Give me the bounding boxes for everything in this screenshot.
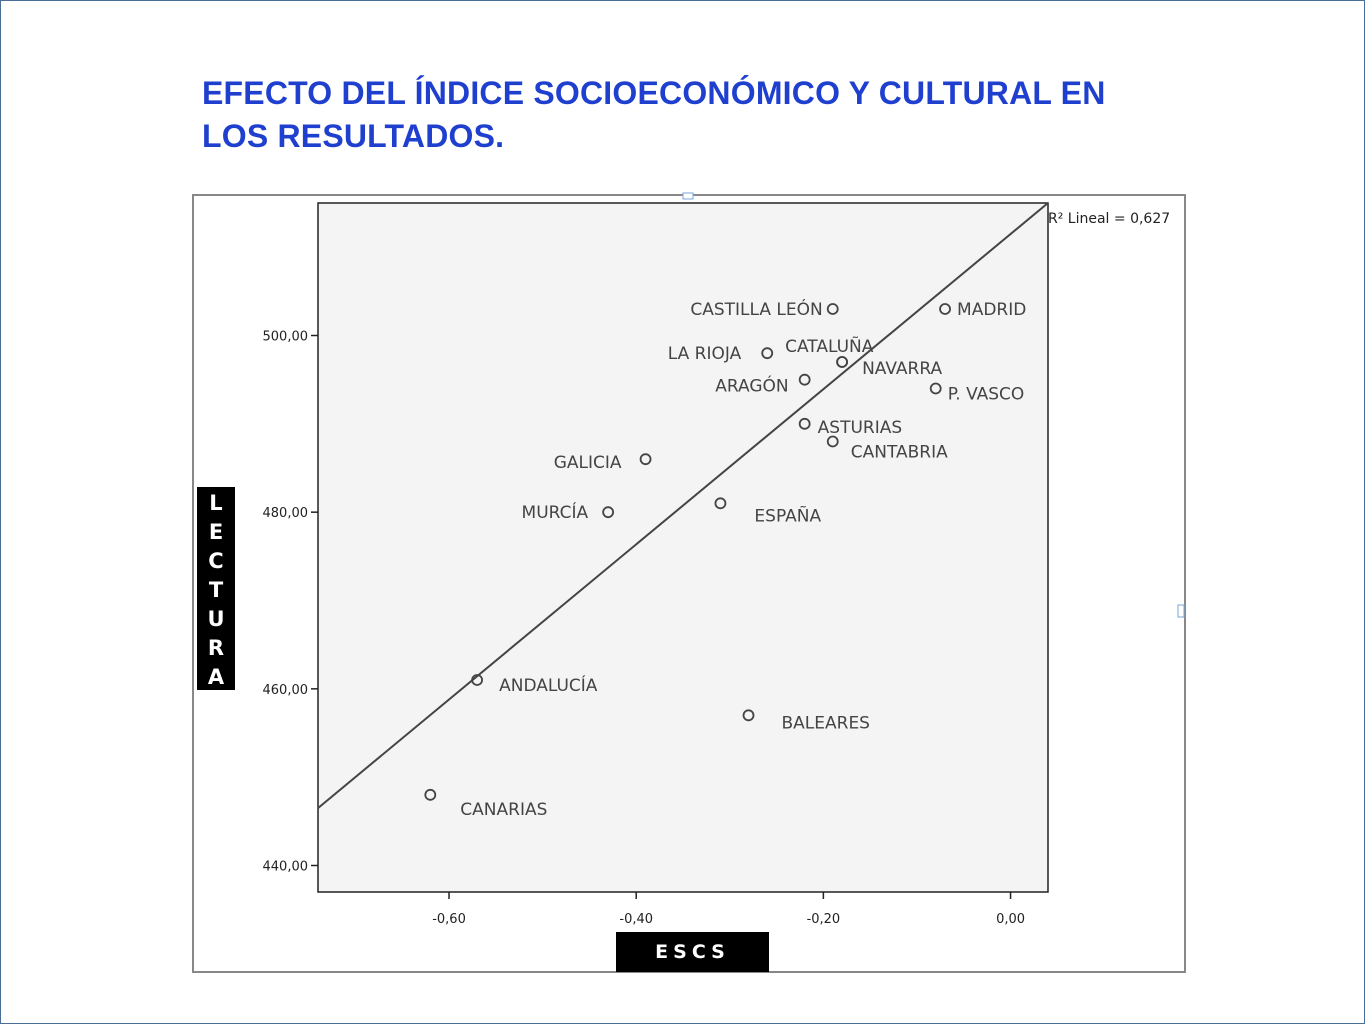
y-axis-label-letter: E — [208, 520, 224, 544]
plot-area — [317, 202, 1049, 893]
point-aragon — [798, 373, 811, 386]
resize-handle-top[interactable] — [682, 192, 694, 200]
point-label-madrid: MADRID — [957, 300, 1026, 320]
point-la-rioja — [761, 347, 774, 360]
point-navarra — [836, 356, 849, 368]
point-canarias — [424, 788, 437, 801]
y-axis-label-letter: U — [207, 607, 225, 631]
point-label-andalucia: ANDALUCÍA — [499, 674, 598, 696]
title-line-2: LOS RESULTADOS. — [202, 118, 505, 154]
point-label-cataluna: CATALUÑA — [785, 335, 874, 357]
point-label-aragon: ARAGÓN — [715, 375, 788, 397]
y-axis: 440,00 460,00 480,00 500,00 — [263, 330, 318, 875]
fit-line — [317, 202, 1049, 809]
y-axis-label-letter: T — [208, 578, 224, 602]
points-group: CASTILLA LEÓN MADRID LA RIOJA CATALUÑANAVAR… — [424, 298, 1026, 820]
y-axis-label-letter: L — [209, 491, 223, 515]
point-murcia — [602, 506, 615, 519]
point-castilla-leon — [826, 303, 839, 315]
x-tick-label: -0,20 — [807, 912, 841, 927]
point-label-p-vasco: P. VASCO — [948, 385, 1025, 405]
y-tick-label: 480,00 — [263, 506, 309, 521]
resize-handle-right[interactable] — [1177, 604, 1185, 618]
point-label-cantabria: CANTABRIA — [851, 443, 948, 463]
point-label-navarra: NAVARRA — [862, 359, 942, 379]
point-baleares — [742, 709, 755, 722]
point-label-espana: ESPAÑA — [754, 504, 821, 526]
y-tick-label: 440,00 — [263, 860, 309, 875]
x-axis-label: ESCS — [616, 932, 769, 972]
point-label-la-rioja: LA RIOJA — [668, 344, 742, 364]
point-label-asturias: ASTURIAS — [818, 418, 903, 438]
point-asturias — [798, 417, 811, 430]
x-tick-label: 0,00 — [996, 912, 1025, 927]
point-label-galicia: GALICIA — [554, 453, 622, 473]
y-tick-label: 500,00 — [263, 330, 309, 345]
slide-title: EFECTO DEL ÍNDICE SOCIOECONÓMICO Y CULTU… — [202, 72, 1202, 158]
point-galicia — [639, 453, 652, 466]
point-espana — [714, 497, 727, 510]
point-andalucia — [471, 674, 484, 686]
point-madrid — [939, 303, 951, 315]
y-axis-label-letter: R — [207, 636, 225, 660]
point-label-baleares: BALEARES — [782, 713, 870, 733]
y-axis-label-letter: A — [207, 665, 225, 689]
fit-line-group — [317, 202, 1049, 809]
x-tick-label: -0,60 — [432, 912, 466, 927]
y-tick-label: 460,00 — [263, 683, 309, 698]
y-axis-label-letter: C — [208, 549, 224, 573]
title-line-1: EFECTO DEL ÍNDICE SOCIOECONÓMICO Y CULTU… — [202, 75, 1106, 111]
r2-label: R² Lineal = 0,627 — [1048, 211, 1170, 227]
point-label-murcia: MURCÍA — [522, 501, 589, 523]
x-axis: -0,60 -0,40 -0,20 0,00 — [432, 892, 1025, 927]
x-tick-label: -0,40 — [619, 912, 653, 927]
point-cantabria — [826, 435, 839, 448]
point-label-castilla-leon: CASTILLA LEÓN — [690, 298, 822, 320]
point-label-canarias: CANARIAS — [460, 800, 547, 820]
point-p-vasco — [929, 382, 942, 395]
